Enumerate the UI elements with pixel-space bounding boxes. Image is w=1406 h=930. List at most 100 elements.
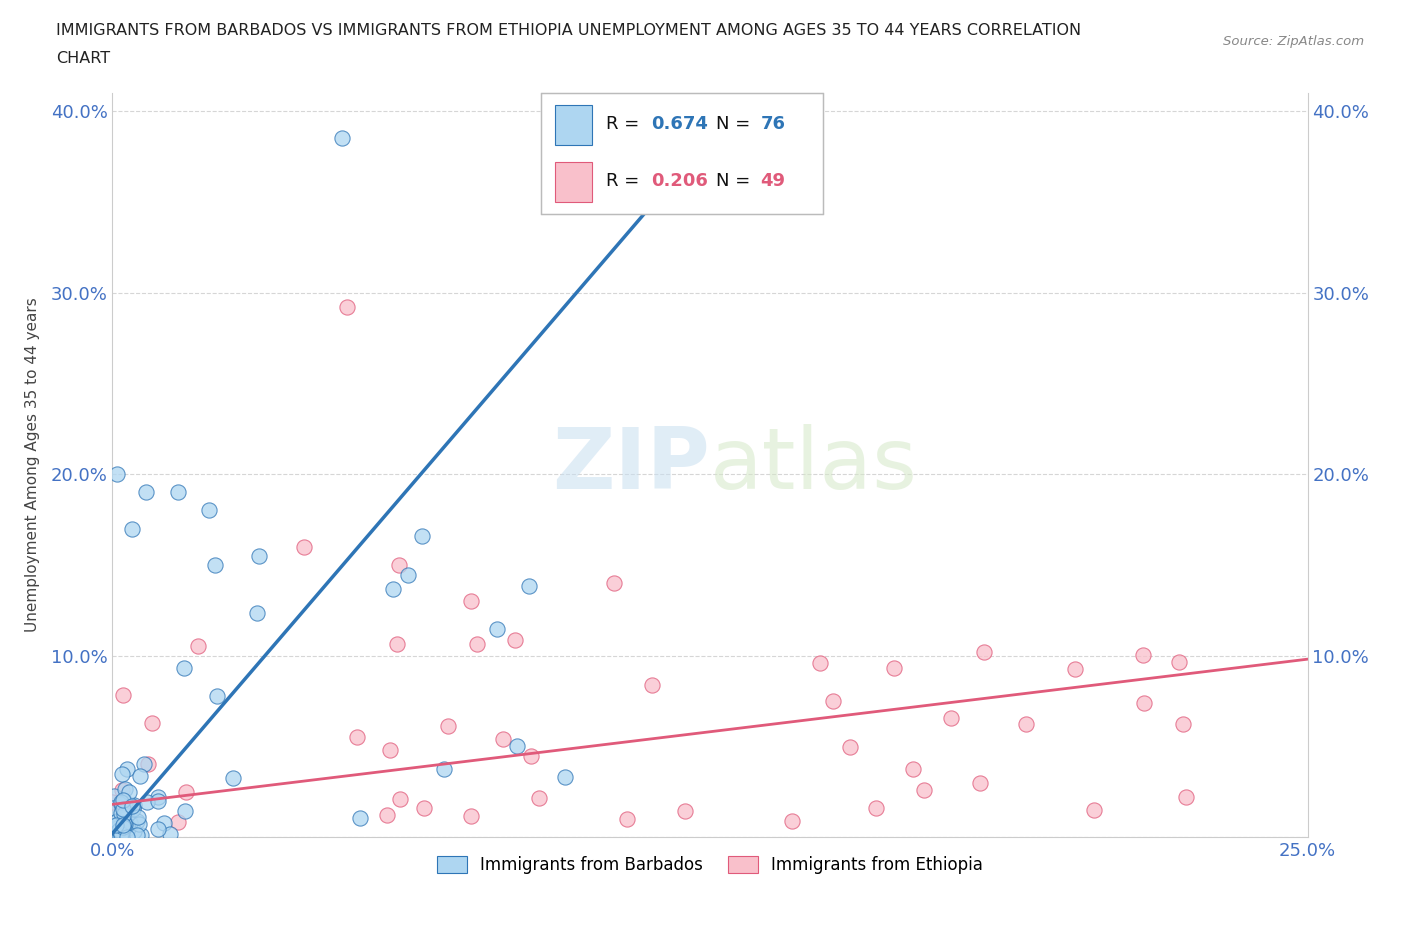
Point	[388, 557, 411, 572]
Bar	[555, 105, 592, 145]
Point	[204, 558, 226, 573]
Text: IMMIGRANTS FROM BARBADOS VS IMMIGRANTS FROM ETHIOPIA UNEMPLOYMENT AMONG AGES 35 : IMMIGRANTS FROM BARBADOS VS IMMIGRANTS F…	[56, 23, 1081, 38]
Point	[336, 299, 359, 314]
Point	[112, 792, 135, 807]
Point	[111, 782, 134, 797]
Text: atlas: atlas	[710, 423, 918, 507]
Point	[112, 816, 135, 830]
Point	[111, 817, 134, 832]
Point	[128, 817, 150, 831]
Text: R =: R =	[606, 172, 645, 191]
Point	[122, 824, 145, 839]
Point	[167, 485, 190, 499]
Point	[396, 567, 419, 582]
Point	[112, 821, 135, 836]
Point	[115, 830, 138, 844]
Point	[527, 790, 550, 805]
Point	[131, 828, 153, 843]
Text: 49: 49	[761, 172, 786, 191]
Point	[159, 827, 181, 842]
Point	[110, 805, 132, 820]
Point	[808, 656, 831, 671]
Point	[110, 795, 132, 810]
Point	[122, 797, 145, 812]
Point	[105, 814, 128, 829]
Point	[115, 817, 138, 832]
Point	[125, 814, 148, 829]
Point	[346, 730, 368, 745]
Point	[110, 797, 132, 812]
Point	[839, 739, 862, 754]
Text: N =: N =	[716, 115, 755, 133]
Point	[485, 621, 508, 636]
Point	[1175, 790, 1198, 804]
Point	[114, 810, 136, 825]
Point	[101, 822, 124, 837]
Point	[883, 661, 905, 676]
Point	[389, 791, 412, 806]
Point	[174, 804, 197, 818]
Point	[186, 638, 208, 653]
Point	[865, 801, 887, 816]
Point	[1083, 803, 1105, 817]
Point	[823, 694, 845, 709]
Point	[246, 605, 269, 620]
Point	[222, 770, 245, 785]
Point	[616, 812, 638, 827]
Point	[412, 801, 434, 816]
Point	[127, 810, 149, 825]
Y-axis label: Unemployment Among Ages 35 to 44 years: Unemployment Among Ages 35 to 44 years	[25, 298, 39, 632]
Point	[411, 528, 433, 543]
Text: 0.206: 0.206	[651, 172, 707, 191]
Point	[1014, 717, 1036, 732]
Point	[117, 762, 139, 777]
Point	[249, 549, 271, 564]
Point	[1173, 717, 1195, 732]
Point	[167, 815, 190, 830]
Point	[640, 678, 662, 693]
Point	[780, 813, 803, 828]
Point	[1064, 662, 1087, 677]
Point	[385, 637, 408, 652]
Point	[118, 815, 141, 830]
Point	[135, 485, 157, 499]
Point	[174, 784, 197, 799]
Point	[105, 467, 128, 482]
Point	[433, 762, 456, 777]
Point	[111, 802, 134, 817]
Point	[517, 578, 540, 593]
Bar	[555, 162, 592, 202]
Point	[603, 576, 626, 591]
Text: ZIP: ZIP	[553, 423, 710, 507]
Point	[554, 770, 576, 785]
Point	[136, 794, 159, 809]
Point	[114, 782, 136, 797]
Point	[107, 820, 129, 835]
Point	[117, 821, 139, 836]
Point	[1133, 696, 1156, 711]
Text: 76: 76	[761, 115, 786, 133]
Point	[112, 687, 135, 702]
Point	[103, 829, 125, 844]
Point	[101, 794, 124, 809]
Point	[114, 804, 136, 819]
Point	[330, 131, 353, 146]
Point	[114, 795, 136, 810]
Point	[148, 822, 170, 837]
Point	[378, 742, 401, 757]
Point	[105, 827, 128, 842]
Point	[103, 830, 125, 844]
Point	[103, 789, 125, 804]
Text: 0.674: 0.674	[651, 115, 707, 133]
Point	[112, 806, 135, 821]
Point	[673, 804, 696, 818]
Point	[382, 582, 405, 597]
Point	[969, 776, 991, 790]
Point	[105, 817, 128, 832]
Text: R =: R =	[606, 115, 645, 133]
Point	[112, 803, 135, 817]
Point	[101, 800, 124, 815]
Point	[107, 822, 129, 837]
Point	[492, 732, 515, 747]
Point	[503, 633, 526, 648]
